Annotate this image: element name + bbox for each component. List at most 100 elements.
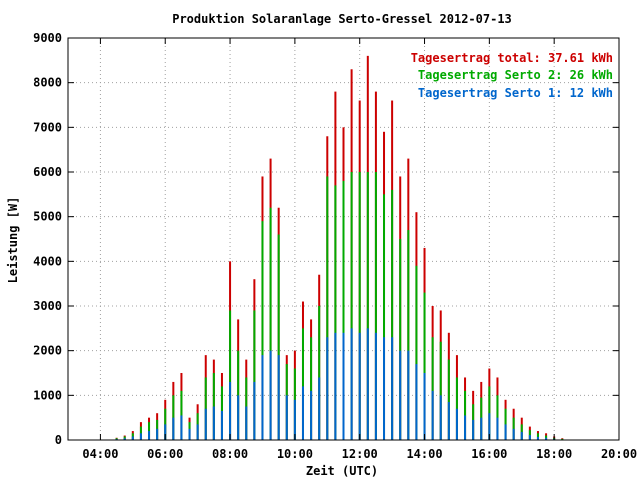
bar-serto2 xyxy=(237,350,240,440)
bar-serto2 xyxy=(415,265,418,440)
bar-serto1 xyxy=(220,410,223,440)
x-tick-label: 08:00 xyxy=(212,447,248,461)
bar-serto1 xyxy=(374,332,377,440)
bar-serto2 xyxy=(383,194,386,440)
x-tick-label: 04:00 xyxy=(82,447,118,461)
bar-serto1 xyxy=(455,408,458,440)
bar-serto1 xyxy=(172,417,175,440)
bar-serto1 xyxy=(423,373,426,440)
bar-serto1 xyxy=(350,328,353,440)
x-tick-label: 20:00 xyxy=(601,447,637,461)
bar-serto1 xyxy=(237,395,240,440)
bar-serto2 xyxy=(391,189,394,440)
bar-serto2 xyxy=(261,221,264,440)
chart-title: Produktion Solaranlage Serto-Gressel 201… xyxy=(172,12,512,26)
bar-series-group xyxy=(115,55,564,441)
y-axis-ticks: 0 1000 2000 3000 4000 5000 6000 7000 8000 9000 xyxy=(33,31,619,447)
y-tick-label: 1000 xyxy=(33,388,62,402)
y-tick-label: 9000 xyxy=(33,31,62,45)
bar-serto2 xyxy=(148,422,151,440)
bar-serto2 xyxy=(431,337,434,440)
bar-serto1 xyxy=(520,431,523,440)
bar-serto1 xyxy=(464,415,467,440)
bar-serto2 xyxy=(350,172,353,440)
bar-serto1 xyxy=(204,408,207,440)
bar-serto1 xyxy=(139,433,142,440)
bar-serto1 xyxy=(245,406,248,440)
x-tick-label: 14:00 xyxy=(406,447,442,461)
bar-serto2 xyxy=(439,341,442,440)
x-tick-label: 06:00 xyxy=(147,447,183,461)
bar-serto2 xyxy=(229,310,232,440)
bar-serto1 xyxy=(545,437,548,440)
bar-serto1 xyxy=(431,390,434,440)
x-axis-label: Zeit (UTC) xyxy=(306,464,378,478)
bar-serto2 xyxy=(423,292,426,440)
bar-serto2 xyxy=(358,172,361,440)
legend-entry-serto2: Tagesertrag Serto 2: 26 kWh xyxy=(418,68,613,82)
bar-serto2 xyxy=(253,310,256,440)
bar-serto2 xyxy=(123,436,126,440)
bar-serto1 xyxy=(180,415,183,440)
x-tick-label: 12:00 xyxy=(342,447,378,461)
plot-frame xyxy=(67,37,620,441)
bar-serto1 xyxy=(366,328,369,440)
bar-serto1 xyxy=(229,381,232,440)
bar-serto1 xyxy=(399,350,402,440)
x-axis-ticks: 04:00 06:00 08:00 10:00 12:00 14:00 16:00 18:00… xyxy=(82,38,637,461)
legend-entry-serto1: Tagesertrag Serto 1: 12 kWh xyxy=(418,86,613,100)
bar-serto2 xyxy=(407,230,410,440)
y-tick-label: 5000 xyxy=(33,210,62,224)
bar-serto2 xyxy=(277,234,280,440)
legend: Tagesertrag total: 37.61 kWh Tagesertrag… xyxy=(411,51,613,100)
bar-serto2 xyxy=(366,172,369,440)
bar-serto1 xyxy=(342,332,345,440)
bar-serto1 xyxy=(269,350,272,440)
y-tick-label: 8000 xyxy=(33,76,62,90)
bar-serto1 xyxy=(164,424,167,440)
bar-serto2 xyxy=(326,176,329,440)
y-axis-label: Leistung [W] xyxy=(6,197,20,284)
bar-serto1 xyxy=(512,428,515,440)
bar-serto1 xyxy=(188,428,191,440)
y-tick-label: 7000 xyxy=(33,120,62,134)
bar-serto1 xyxy=(439,395,442,440)
bar-serto1 xyxy=(383,337,386,440)
legend-entry-total: Tagesertrag total: 37.61 kWh xyxy=(411,51,613,65)
bar-serto1 xyxy=(326,337,329,440)
bar-serto2 xyxy=(301,328,304,440)
bar-serto1 xyxy=(196,424,199,440)
bar-serto1 xyxy=(528,435,531,440)
bar-serto1 xyxy=(123,438,126,440)
bar-serto2 xyxy=(399,239,402,440)
bar-serto1 xyxy=(391,337,394,440)
bar-serto1 xyxy=(310,390,313,440)
bar-serto1 xyxy=(496,417,499,440)
bar-serto1 xyxy=(261,355,264,440)
bar-serto1 xyxy=(334,332,337,440)
bar-serto1 xyxy=(415,364,418,440)
x-tick-label: 10:00 xyxy=(277,447,313,461)
bar-serto1 xyxy=(212,406,215,440)
y-tick-label: 6000 xyxy=(33,165,62,179)
bar-serto1 xyxy=(480,417,483,440)
y-tick-label: 4000 xyxy=(33,254,62,268)
bar-serto1 xyxy=(131,436,134,440)
bar-serto2 xyxy=(447,359,450,440)
bar-serto1 xyxy=(504,424,507,440)
x-tick-label: 18:00 xyxy=(536,447,572,461)
bar-serto2 xyxy=(374,172,377,440)
y-tick-label: 0 xyxy=(55,433,62,447)
bar-serto2 xyxy=(318,306,321,440)
bar-serto2 xyxy=(536,433,539,440)
y-tick-label: 2000 xyxy=(33,344,62,358)
bar-serto1 xyxy=(253,381,256,440)
bar-serto2 xyxy=(269,207,272,440)
bar-serto1 xyxy=(472,419,475,440)
bar-serto2 xyxy=(342,180,345,440)
bar-serto1 xyxy=(488,413,491,440)
bar-serto1 xyxy=(156,428,159,440)
bar-serto2 xyxy=(334,185,337,440)
bar-serto1 xyxy=(358,332,361,440)
